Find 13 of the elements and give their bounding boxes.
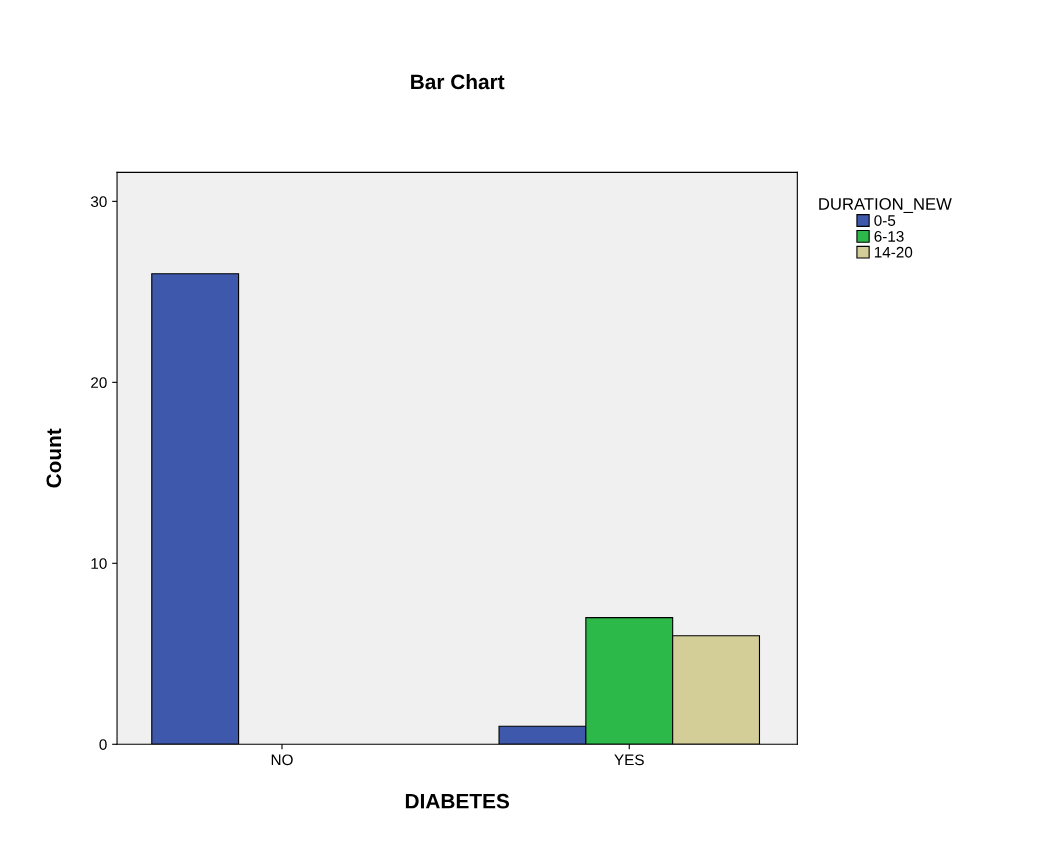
x-tick-label: YES: [614, 754, 644, 766]
legend-title: DURATION_NEW: [819, 198, 952, 213]
y-tick-label: 10: [91, 558, 107, 569]
legend-label: 6-13: [874, 230, 904, 242]
x-tick-label: NO: [271, 754, 293, 766]
y-tick-label: 0: [99, 739, 107, 750]
legend-label: 14-20: [874, 246, 913, 258]
y-axis-title: Count: [46, 428, 62, 488]
chart-title: Bar Chart: [411, 73, 505, 90]
legend-label: 0-5: [874, 215, 896, 226]
y-tick-label: 30: [90, 196, 107, 208]
x-axis-title: DIABETES: [405, 793, 510, 809]
y-tick-label: 20: [91, 377, 107, 389]
